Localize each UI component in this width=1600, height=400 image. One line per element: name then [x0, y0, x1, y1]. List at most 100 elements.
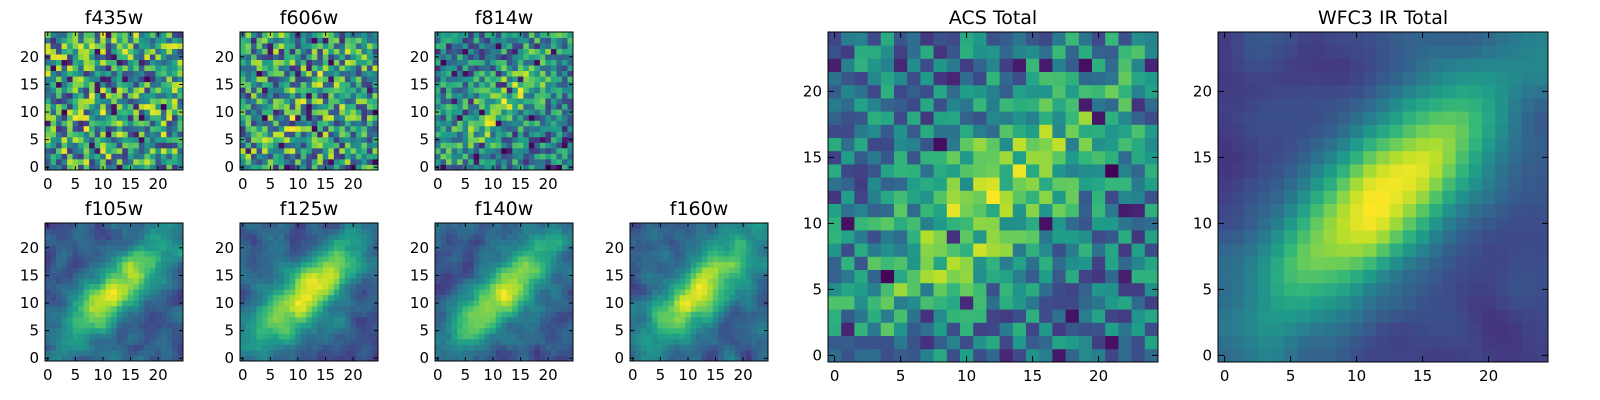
heatmap-cell	[1065, 230, 1080, 244]
heatmap-cell	[641, 355, 647, 362]
heatmap-cell	[561, 164, 568, 171]
heatmap-cell	[545, 349, 552, 356]
heatmap-cell	[67, 114, 73, 121]
heatmap-cell	[1065, 190, 1080, 204]
heatmap-cell	[517, 344, 524, 351]
x-tick-label: 15	[706, 366, 725, 384]
heatmap-cell	[56, 37, 62, 44]
x-tick-label: 20	[149, 366, 168, 384]
heatmap-cell	[712, 250, 719, 257]
heatmap-cell	[986, 296, 1000, 310]
heatmap-cell	[256, 322, 263, 329]
heatmap-cell	[155, 131, 162, 138]
heatmap-cell	[372, 142, 379, 149]
heatmap-cell	[111, 158, 118, 165]
heatmap-cell	[78, 76, 85, 83]
heatmap-cell	[880, 230, 895, 244]
heatmap-cell	[512, 37, 519, 44]
heatmap-cell	[89, 344, 96, 351]
heatmap-cell	[144, 59, 151, 66]
heatmap-cell	[78, 245, 85, 251]
heatmap-cell	[751, 261, 758, 268]
heatmap-cell	[155, 142, 162, 149]
heatmap-cell	[72, 300, 79, 307]
heatmap-cell	[350, 322, 357, 329]
heatmap-cell	[361, 333, 368, 340]
heatmap-cell	[166, 311, 173, 318]
heatmap-cell	[278, 294, 285, 301]
heatmap-cell	[668, 256, 675, 263]
heatmap-cell	[539, 294, 546, 301]
heatmap-cell	[355, 70, 362, 77]
heatmap-cell	[133, 114, 140, 121]
heatmap-cell	[160, 338, 167, 345]
heatmap-cell	[523, 32, 530, 38]
heatmap-cell	[512, 59, 519, 66]
heatmap-cell	[674, 250, 681, 257]
heatmap-cell	[641, 228, 647, 235]
heatmap-cell	[762, 223, 769, 229]
heatmap-cell	[355, 311, 362, 318]
heatmap-cell	[300, 234, 307, 240]
heatmap-cell	[278, 153, 285, 160]
heatmap-cell	[468, 147, 475, 154]
heatmap-cell	[528, 300, 535, 307]
heatmap-cell	[355, 54, 362, 60]
heatmap-cell	[278, 278, 285, 285]
heatmap-cell	[512, 164, 519, 171]
heatmap-cell	[317, 256, 324, 263]
heatmap-cell	[339, 327, 346, 334]
heatmap-cell	[435, 153, 441, 160]
heatmap-cell	[256, 70, 263, 77]
heatmap-cell	[473, 54, 480, 60]
heatmap-cell	[89, 87, 96, 94]
heatmap-cell	[144, 267, 151, 274]
heatmap-cell	[149, 261, 156, 268]
heatmap-cell	[273, 48, 280, 55]
heatmap-cell	[473, 120, 480, 127]
heatmap-cell	[745, 322, 752, 329]
heatmap-cell	[841, 309, 855, 323]
heatmap-cell	[501, 278, 508, 285]
heatmap-cell	[718, 294, 725, 301]
heatmap-cell	[668, 338, 675, 345]
heatmap-cell	[512, 333, 519, 340]
heatmap-cell	[495, 272, 502, 279]
heatmap-cell	[122, 344, 129, 351]
heatmap-cell	[1078, 282, 1093, 297]
heatmap-cell	[567, 65, 574, 72]
heatmap-cell	[127, 153, 134, 160]
heatmap-cell	[306, 164, 313, 171]
heatmap-cell	[89, 153, 96, 160]
heatmap-cell	[512, 261, 519, 268]
heatmap-cell	[306, 98, 313, 105]
heatmap-cell	[278, 114, 285, 121]
heatmap-cell	[539, 228, 546, 235]
heatmap-cell	[361, 327, 368, 334]
heatmap-cell	[646, 223, 653, 229]
heatmap-cell	[484, 305, 491, 312]
x-tick-label: 10	[483, 366, 502, 384]
heatmap-cell	[273, 267, 280, 274]
heatmap-cell	[155, 234, 162, 240]
heatmap-cell	[155, 283, 162, 290]
heatmap-cell	[61, 250, 68, 257]
heatmap-cell	[473, 92, 480, 99]
heatmap-cell	[45, 43, 51, 49]
heatmap-cell	[111, 239, 118, 246]
heatmap-cell	[712, 338, 719, 345]
heatmap-cell	[539, 234, 546, 240]
heatmap-cell	[751, 250, 758, 257]
heatmap-cell	[854, 269, 868, 284]
heatmap-cell	[78, 59, 85, 66]
heatmap-cell	[306, 114, 313, 121]
heatmap-cell	[1092, 269, 1106, 284]
heatmap-cell	[484, 142, 491, 149]
heatmap-cell	[361, 316, 368, 323]
heatmap-cell	[718, 322, 725, 329]
heatmap-cell	[473, 256, 480, 263]
heatmap-cell	[149, 245, 156, 251]
heatmap-cell	[50, 250, 57, 257]
heatmap-cell	[635, 344, 642, 351]
